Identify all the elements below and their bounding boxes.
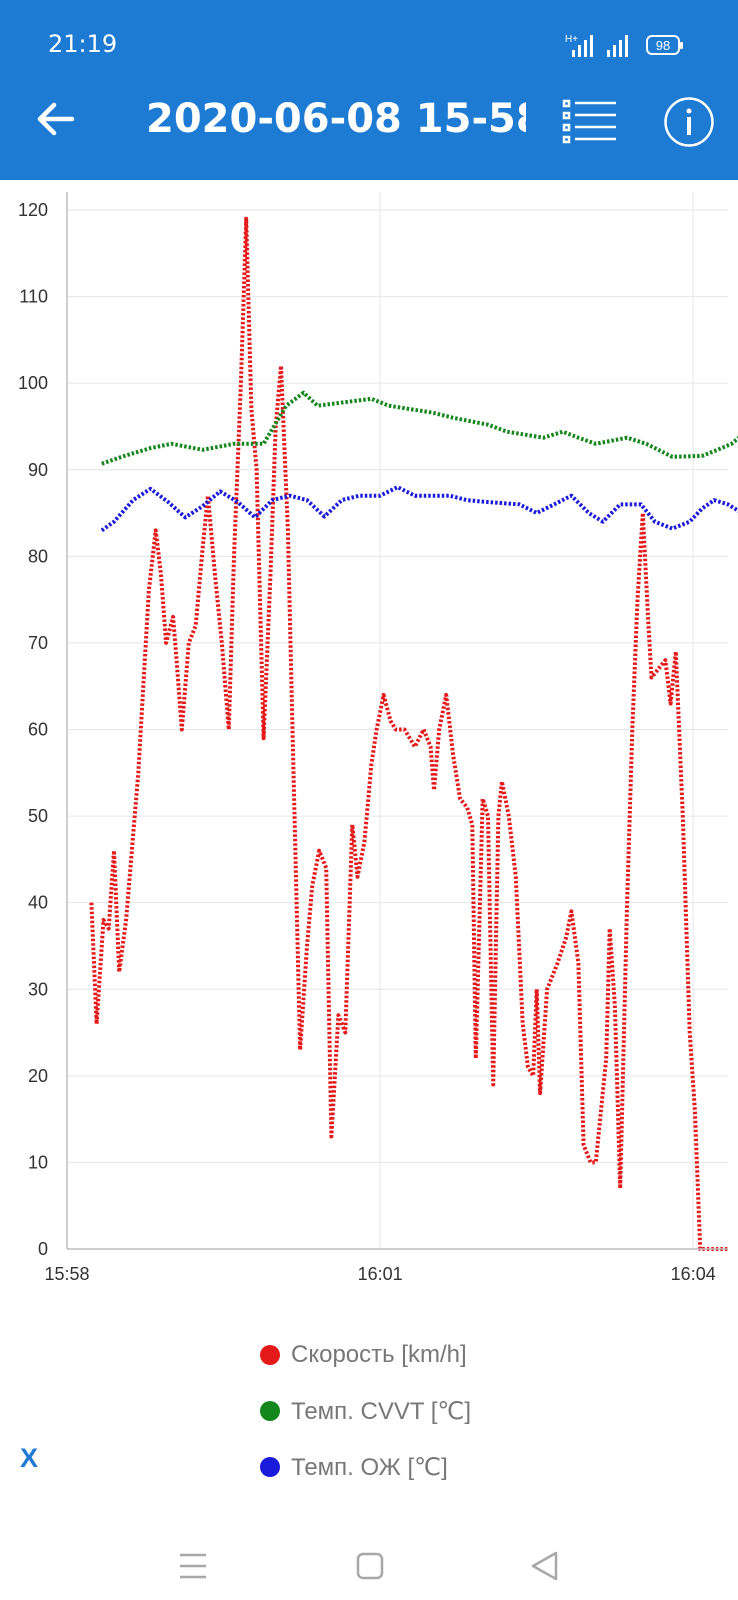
axes: 0 10 20 30 40 50 60 70 80 90 100 110 120 15:58 16:01 16… [18,192,728,1284]
line-chart: 0 10 20 30 40 50 60 70 80 90 100 110 120 15:58 16:01 16… [18,192,738,1284]
y-tick-label: 20 [28,1066,48,1086]
x-tick-label: 16:04 [671,1264,716,1284]
signal-icon-2 [607,35,628,57]
menu-icon [180,1553,206,1579]
legend-label-coolant: Темп. ОЖ [℃] [291,1453,448,1481]
cvvt-series-line [101,390,738,466]
y-tick-label: 0 [38,1239,48,1259]
y-tick-label: 80 [28,546,48,566]
legend-label-cvvt: Темп. CVVT [℃] [291,1397,472,1425]
list-button[interactable] [562,98,618,144]
cvvt-series-marker [260,1401,280,1421]
legend-item-cvvt: Темп. CVVT [℃] [260,1383,471,1439]
y-tick-label: 70 [28,633,48,653]
legend-label-speed: Скорость [km/h] [291,1341,467,1368]
grid [67,192,728,1250]
back-nav-button[interactable] [531,1551,558,1581]
page-title: 2020-06-08 15-58-... [146,96,526,142]
triangle-back-icon [531,1551,558,1581]
battery-level: 98 [656,38,670,53]
status-icons: H+ 98 [565,34,683,57]
y-tick-label: 90 [28,460,48,480]
legend: Скорость [km/h] Темп. CVVT [℃] Темп. ОЖ … [260,1327,471,1495]
y-tick-label: 50 [28,806,48,826]
legend-item-speed: Скорость [km/h] [260,1327,471,1383]
series-layer [89,216,738,1251]
app-bar: 21:19 H+ 98 2020-06-08 15-58-... [0,0,738,180]
x-tick-label: 15:58 [44,1264,89,1284]
coolant-series-marker [260,1457,280,1477]
status-time: 21:19 [48,30,118,58]
speed-series-line [89,216,728,1251]
system-nav-bar [180,1551,558,1581]
list-icon [562,99,616,144]
menu-nav-button[interactable] [180,1553,206,1579]
arrow-left-icon [37,102,75,136]
y-tick-label: 120 [18,200,48,220]
info-button[interactable] [663,96,715,148]
battery-icon: 98 [646,35,683,55]
y-tick-label: 10 [28,1152,48,1172]
y-tick-label: 40 [28,893,48,913]
close-x-button[interactable]: X [20,1443,39,1473]
y-tick-label: 60 [28,720,48,740]
home-icon [356,1552,384,1580]
coolant-series-line [100,485,738,533]
y-tick-label: 110 [19,287,48,307]
legend-item-coolant: Темп. ОЖ [℃] [260,1439,471,1495]
info-icon [664,97,714,147]
network-type: H+ [565,34,578,45]
x-tick-label: 16:01 [358,1264,403,1284]
y-tick-label: 30 [28,979,48,999]
back-button[interactable] [30,92,84,146]
signal-icon [572,35,593,57]
home-nav-button[interactable] [356,1552,384,1580]
speed-series-marker [260,1345,280,1365]
y-tick-label: 100 [18,373,48,393]
